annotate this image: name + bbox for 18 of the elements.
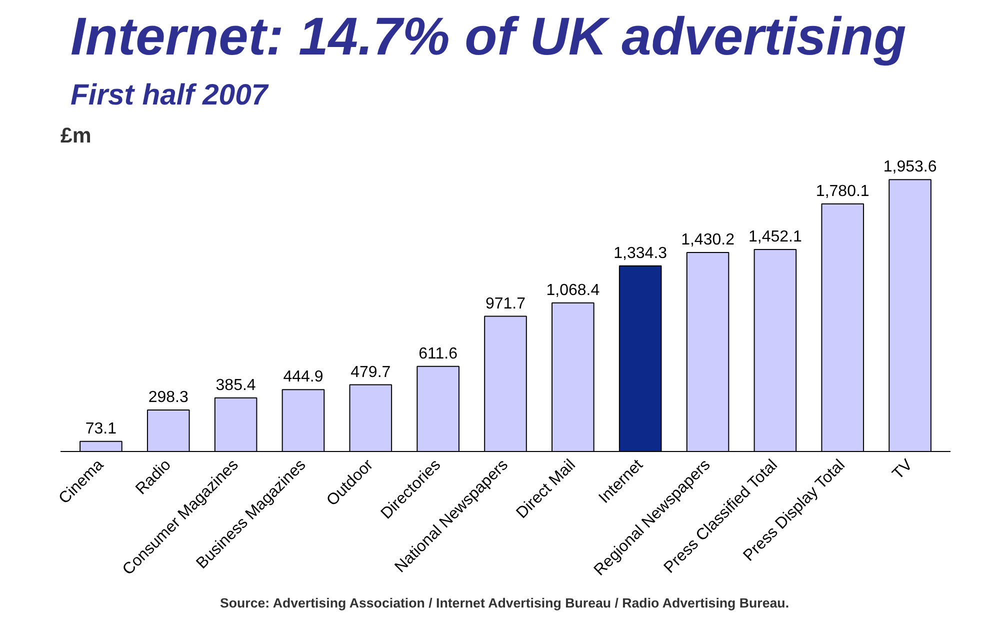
- x-tick-label: TV: [890, 456, 916, 483]
- data-label: 1,953.6: [883, 158, 937, 176]
- data-label: 1,780.1: [816, 182, 870, 200]
- data-label: 1,334.3: [614, 244, 668, 262]
- chart-subtitle: First half 2007: [70, 78, 270, 112]
- y-axis-title: £m: [60, 124, 92, 148]
- data-label: 73.1: [85, 420, 117, 438]
- data-label: 298.3: [148, 388, 188, 406]
- data-label: 385.4: [216, 376, 256, 394]
- data-label: 611.6: [418, 345, 458, 362]
- data-label: 479.7: [350, 364, 391, 381]
- data-label: 1,452.1: [748, 228, 802, 246]
- chart-title: Internet: 14.7% of UK advertising: [70, 8, 906, 66]
- data-label: 444.9: [283, 368, 324, 386]
- source-note: Source: Advertising Association / Internet Advertising Bureau / Radio Advertising Bureau.: [220, 596, 790, 610]
- data-label: 1,430.2: [681, 232, 735, 249]
- data-label: 1,068.4: [546, 282, 600, 299]
- data-label: 971.7: [485, 295, 526, 312]
